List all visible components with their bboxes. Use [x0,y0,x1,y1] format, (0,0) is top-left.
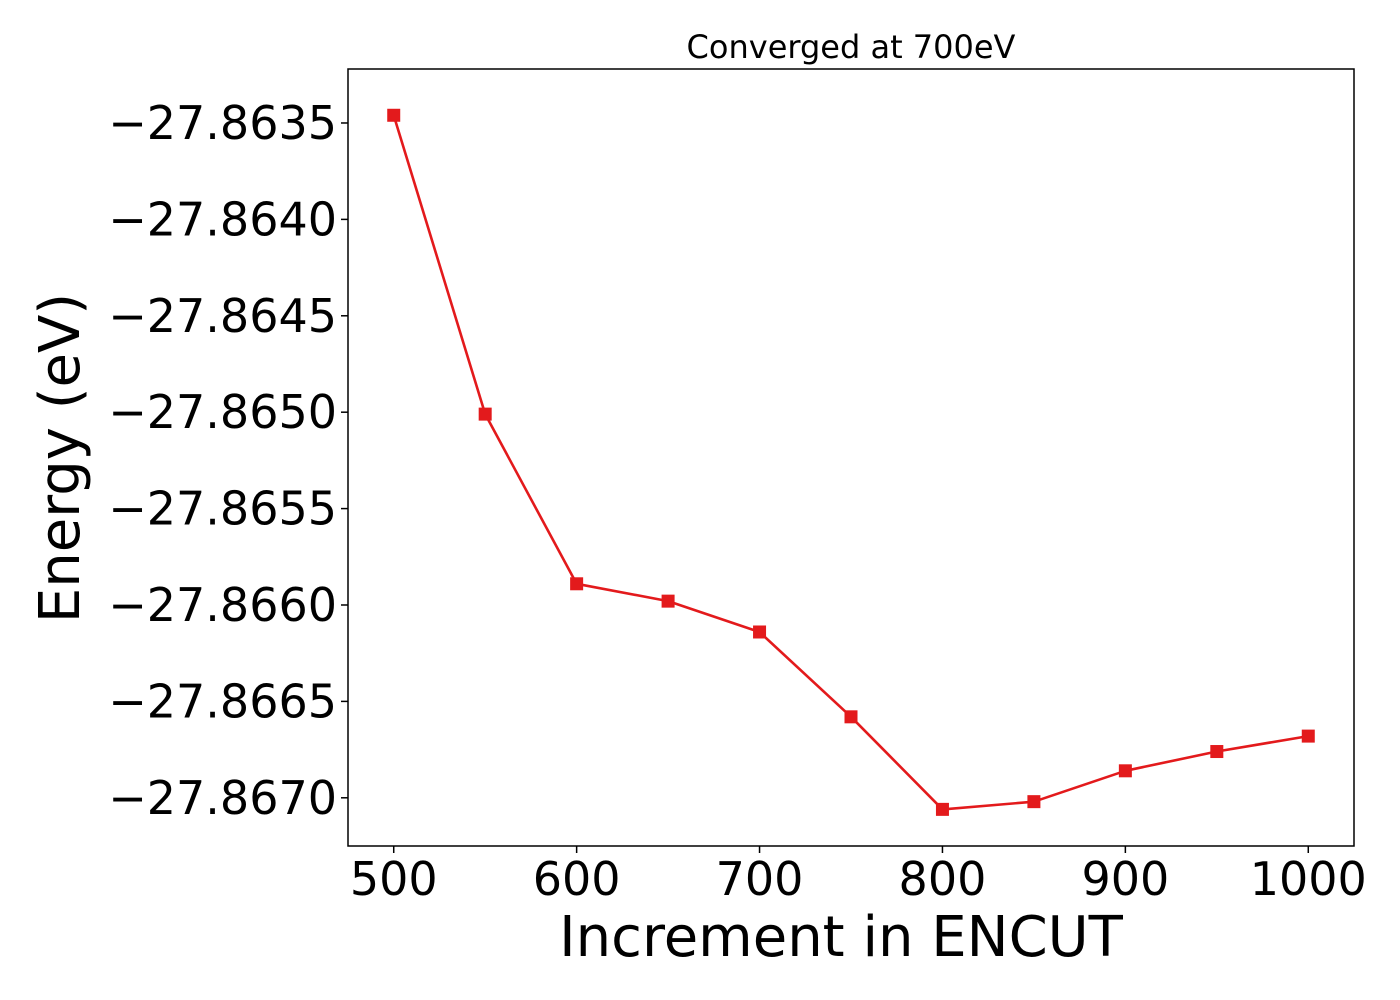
x-tick-label: 1000 [1250,852,1367,906]
x-tick-label: 700 [716,852,804,906]
chart-title: Converged at 700eV [687,28,1016,66]
y-axis-label: Energy (eV) [28,293,93,623]
x-tick-label: 800 [899,852,987,906]
data-point-marker [478,407,492,421]
x-axis-label: Increment in ENCUT [559,905,1124,970]
x-tick-label: 600 [533,852,621,906]
data-point-marker [1118,764,1132,778]
y-tick-label: −27.8640 [108,192,337,246]
data-point-marker [1210,745,1224,759]
data-point-marker [1301,729,1315,743]
data-point-marker [1027,795,1041,809]
y-tick-label: −27.8650 [108,385,337,439]
x-axis-ticks: 500 600 700 800 900 1000 [350,846,1367,906]
y-tick-label: −27.8660 [108,578,337,632]
y-tick-label: −27.8665 [108,674,337,728]
y-axis-ticks: −27.8635 −27.8640 −27.8645 −27.8650 −27.8655… [108,96,348,825]
y-tick-label: −27.8635 [108,96,337,150]
plot-area-frame [347,68,1355,847]
x-tick-label: 900 [1081,852,1169,906]
data-point-marker [661,594,675,608]
y-tick-label: −27.8645 [108,289,337,343]
y-tick-label: −27.8655 [108,482,337,536]
data-point-marker [570,577,584,591]
x-tick-label: 500 [350,852,438,906]
data-point-marker [935,802,949,816]
series-layer [387,108,1315,816]
y-tick-label: −27.8670 [108,771,337,825]
data-point-marker [387,108,401,122]
data-point-marker [753,625,767,639]
data-point-marker [844,710,858,724]
